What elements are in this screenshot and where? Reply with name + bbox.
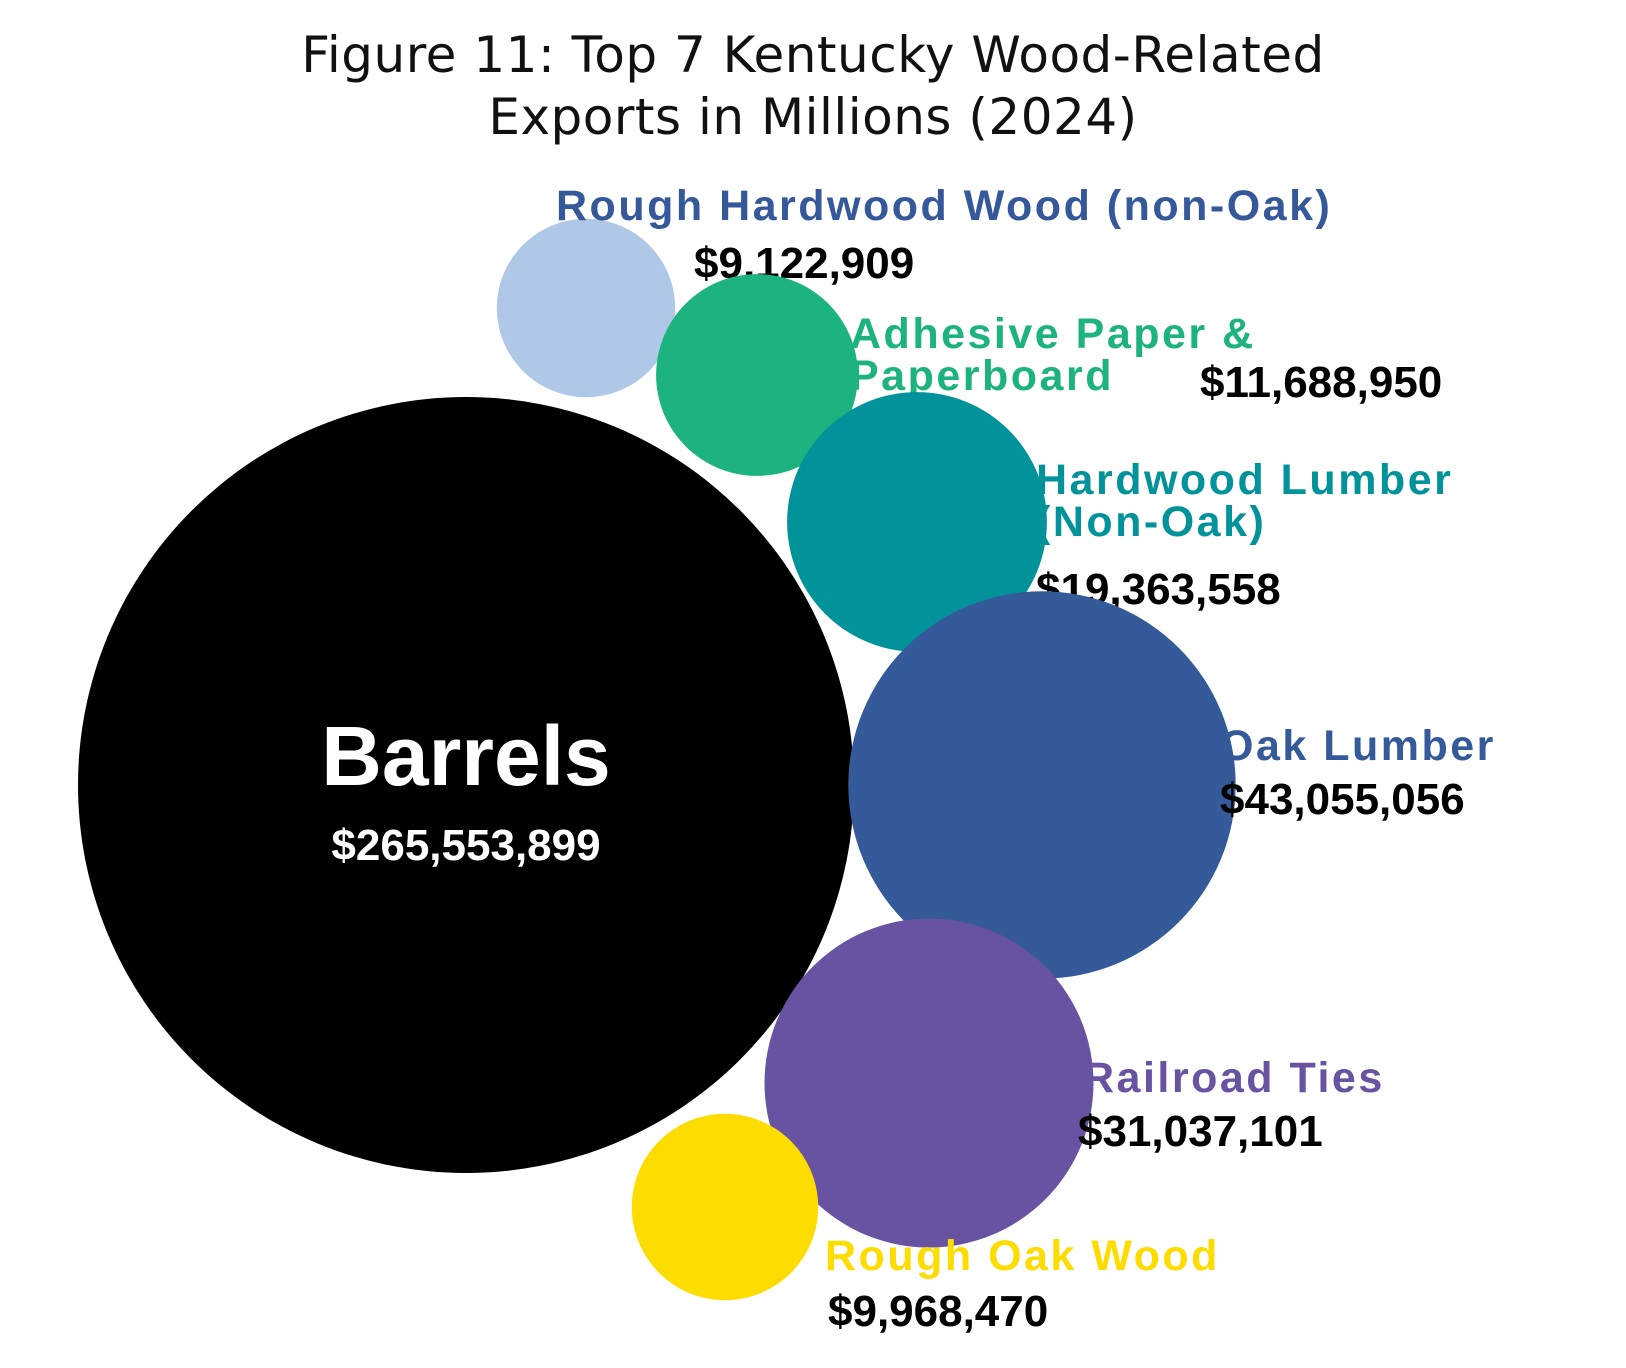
bubble-barrels [78,397,854,1173]
bubble-label-barrels: Barrels [321,709,611,803]
chart-title-line-1: Figure 11: Top 7 Kentucky Wood-Related [301,26,1325,84]
chart-title-line-2: Exports in Millions (2024) [488,88,1138,146]
bubble-label-railroad-ties: Railroad Ties [1083,1054,1385,1102]
bubble-railroad-ties [764,918,1094,1248]
bubble-label-adhesive-paper-line-2: Paperboard [850,352,1114,400]
bubble-value-adhesive-paper: $11,688,950 [1200,358,1442,407]
bubble-label-hardwood-lumber-non-oak-line-2: (Non-Oak) [1036,498,1266,546]
bubble-label-oak-lumber: Oak Lumber [1220,722,1496,770]
bubble-label-rough-oak-wood: Rough Oak Wood [825,1232,1220,1280]
bubble-rough-hardwood-non-oak [496,218,676,398]
bubble-value-rough-oak-wood: $9,968,470 [828,1287,1048,1336]
bubble-oak-lumber [848,591,1236,979]
bubble-rough-oak-wood [631,1113,819,1301]
bubble-hardwood-lumber-non-oak [787,392,1047,652]
bubble-label-hardwood-lumber-non-oak-line-1: Hardwood Lumber [1036,456,1453,504]
bubble-value-barrels: $265,553,899 [331,821,600,870]
bubble-value-oak-lumber: $43,055,056 [1220,775,1465,824]
bubble-label-adhesive-paper-line-1: Adhesive Paper & [850,310,1256,358]
bubble-label-rough-hardwood-non-oak: Rough Hardwood Wood (non-Oak) [556,182,1332,230]
bubble-adhesive-paper [656,274,858,476]
bubble-value-railroad-ties: $31,037,101 [1078,1107,1323,1156]
